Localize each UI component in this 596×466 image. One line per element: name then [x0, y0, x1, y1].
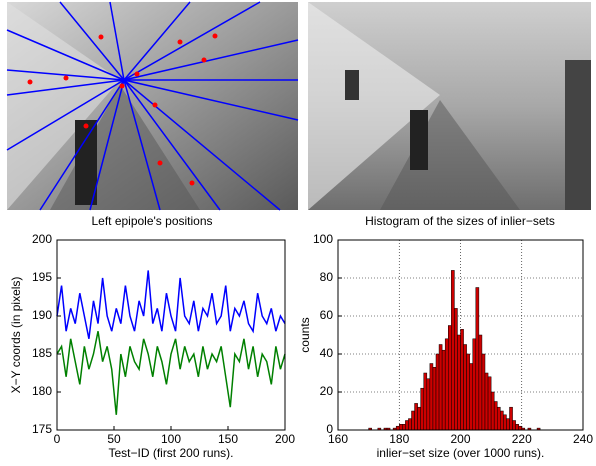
histogram-bar	[500, 410, 504, 431]
y-tick-label: 60	[320, 308, 334, 322]
x-tick-label: 0	[54, 432, 61, 446]
x-tick-label: 220	[512, 432, 532, 446]
histogram-bar	[411, 410, 415, 431]
histogram-bar	[420, 387, 424, 431]
x-tick-label: 160	[328, 432, 348, 446]
histogram-bar	[426, 378, 431, 431]
histogram-bar	[444, 338, 449, 431]
histogram-bar	[454, 308, 458, 431]
histogram-bar	[518, 425, 522, 431]
histogram-bar	[432, 367, 437, 431]
x-tick-label: 240	[573, 432, 593, 446]
left-photo	[6, 1, 299, 211]
histogram-bar	[408, 418, 412, 431]
histogram-bar	[515, 424, 519, 431]
histogram-bar	[475, 287, 480, 431]
y-tick-label: 80	[320, 270, 334, 284]
histogram-bar	[451, 270, 455, 431]
histogram-bar	[509, 406, 513, 431]
data-line	[56, 270, 286, 339]
y-axis-label: counts	[298, 317, 312, 352]
histogram-bar	[481, 353, 486, 431]
histogram-bar	[417, 406, 421, 431]
histogram-bar	[414, 403, 418, 431]
y-tick-label: 0	[326, 422, 333, 436]
histogram-bar	[441, 349, 446, 431]
histogram-bar	[435, 353, 440, 431]
histogram-bar	[466, 353, 470, 431]
x-tick-label: 180	[389, 432, 409, 446]
data-line	[56, 331, 286, 415]
y-tick-label: 195	[32, 270, 52, 284]
y-tick-label: 180	[32, 384, 52, 398]
axes-box	[337, 239, 584, 431]
y-tick-label: 175	[32, 422, 52, 436]
histogram-bar	[460, 329, 464, 431]
histogram-bar	[469, 363, 473, 431]
histogram-bar	[402, 424, 406, 431]
histogram-bar	[423, 372, 428, 431]
x-tick-label: 50	[107, 432, 121, 446]
x-tick-label: 200	[450, 432, 470, 446]
y-axis-label: X−Y coords (in pixels)	[9, 277, 23, 394]
histogram-bar	[438, 344, 443, 431]
histogram-bar	[429, 363, 434, 431]
y-tick-label: 40	[320, 346, 334, 360]
y-tick-label: 100	[313, 232, 333, 246]
histogram-bar	[487, 376, 492, 431]
y-tick-label: 185	[32, 346, 52, 360]
chart-title: Left epipole's positions	[91, 214, 212, 228]
histogram-bar	[512, 420, 516, 431]
histogram-bar	[503, 414, 507, 431]
x-axis-label: Test−ID (first 200 runs).	[108, 446, 233, 460]
histogram-bar	[506, 418, 510, 431]
histogram-bar	[472, 338, 477, 431]
y-tick-label: 190	[32, 308, 52, 322]
histogram-bar	[493, 401, 498, 431]
histogram-bar	[399, 424, 403, 431]
x-tick-label: 100	[161, 432, 181, 446]
chart-title: Histogram of the sizes of inlier−sets	[365, 214, 555, 228]
histogram-bar	[405, 420, 409, 431]
y-tick-label: 20	[320, 384, 334, 398]
y-tick-label: 200	[32, 232, 52, 246]
histogram-bar	[490, 391, 495, 431]
histogram-bar	[448, 325, 452, 431]
right-photo	[308, 2, 591, 210]
x-tick-label: 150	[218, 432, 238, 446]
axes-box	[56, 239, 286, 431]
histogram-bar	[395, 425, 400, 431]
histogram-bar	[463, 344, 467, 431]
histogram-bar	[478, 334, 483, 431]
x-axis-label: inlier−set size (over 1000 runs).	[377, 446, 545, 460]
histogram-bar	[457, 334, 461, 431]
x-tick-label: 200	[275, 432, 295, 446]
histogram-bar	[497, 406, 501, 431]
histogram-bar	[484, 372, 489, 431]
